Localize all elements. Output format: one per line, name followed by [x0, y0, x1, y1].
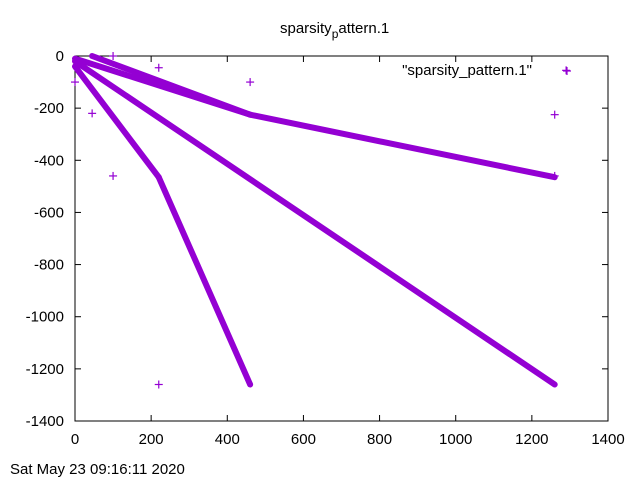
legend-marker: [563, 67, 571, 75]
data-point: [550, 110, 559, 119]
x-tick-label: 1400: [591, 431, 624, 448]
y-tick-label: -1000: [26, 309, 64, 326]
y-tick-label: -1200: [26, 361, 64, 378]
x-tick-label: 1200: [515, 431, 548, 448]
data-band: [89, 53, 254, 118]
x-tick-label: 200: [139, 431, 164, 448]
data-band: [72, 63, 162, 181]
y-tick-label: -200: [34, 100, 64, 117]
chart-title-main: sparsity: [280, 20, 332, 37]
plot-frame: [74, 55, 609, 422]
data-band: [247, 111, 558, 181]
legend: "sparsity_pattern.1": [402, 62, 571, 79]
data-point: [246, 78, 255, 87]
y-tick-label: -1400: [26, 413, 64, 430]
y-tick-label: 0: [56, 48, 64, 65]
chart-title: sparsitypattern.1: [280, 20, 389, 41]
footer-timestamp: Sat May 23 09:16:11 2020: [10, 461, 185, 478]
data-band: [72, 58, 558, 388]
data-point: [71, 78, 79, 87]
y-axis: 0 -200 -400 -600 -800 -1000 -1200 -1400: [26, 48, 608, 430]
data-point: [562, 66, 571, 75]
data-band: [155, 174, 254, 388]
legend-label: "sparsity_pattern.1": [402, 62, 532, 79]
chart-title-rest: attern.1: [338, 20, 389, 37]
y-tick-label: -600: [34, 204, 64, 221]
data-point: [154, 63, 163, 72]
chart-title-subscript: p: [332, 27, 339, 41]
data-point: [88, 109, 97, 118]
x-tick-label: 600: [291, 431, 316, 448]
x-tick-label: 0: [71, 431, 79, 448]
data-point: [550, 171, 559, 180]
y-tick-label: -400: [34, 152, 64, 169]
x-tick-label: 800: [367, 431, 392, 448]
data-layer: [71, 52, 571, 389]
x-axis: 0 200 400 600 800 1000 1200 1400: [71, 56, 625, 448]
data-point: [109, 171, 118, 180]
data-point: [154, 380, 163, 389]
x-tick-label: 400: [215, 431, 240, 448]
data-point: [109, 52, 118, 60]
y-tick-label: -800: [34, 257, 64, 274]
x-tick-label: 1000: [439, 431, 472, 448]
